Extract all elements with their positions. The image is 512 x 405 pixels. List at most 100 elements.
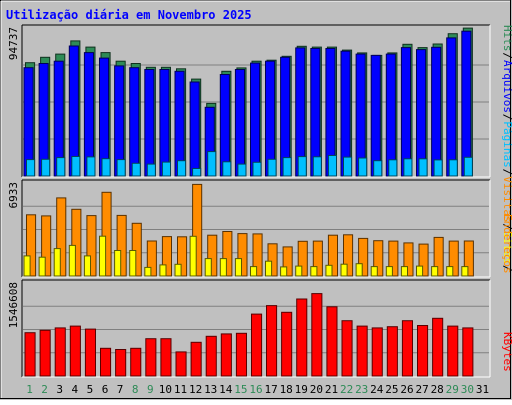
bar-visitas-day-15 <box>237 233 248 277</box>
bar-páginas-day-20 <box>312 156 322 177</box>
bar-visitas-day-3 <box>56 197 67 277</box>
bar-kbytes-day-18 <box>281 311 293 377</box>
legend-label-páginas: Páginas <box>501 121 512 167</box>
x-axis-labels: 1 2 3 4 5 6 7 8 9 10 11 12 13 14 15 16 17 18 19 20 21 22 23 24 2… <box>26 383 489 396</box>
bar-sites-day-17 <box>265 260 273 277</box>
bar-sites-day-27 <box>416 265 424 277</box>
right-legend: Hits/Arquivos/Páginas/Visitas/Sites/Ende… <box>501 25 512 372</box>
bar-sites-day-29 <box>446 266 454 277</box>
bar-páginas-day-9 <box>146 163 156 177</box>
legend-label-visitas: Visitas <box>501 176 512 222</box>
bar-páginas-day-25 <box>388 159 398 177</box>
legend-label-sites: Sites <box>501 231 512 264</box>
bar-sites-day-30 <box>461 266 469 277</box>
bar-páginas-day-22 <box>343 156 353 177</box>
bar-kbytes-day-16 <box>251 313 263 377</box>
bar-arquivos-day-9 <box>144 69 155 177</box>
bar-sites-day-9 <box>144 266 152 277</box>
x-tick-label: 1 <box>26 383 33 396</box>
legend-label-kbytes: KBytes <box>501 332 512 372</box>
bar-sites-day-22 <box>340 263 348 277</box>
x-tick-label: 10 <box>159 383 172 396</box>
bar-arquivos-day-10 <box>159 69 170 177</box>
x-tick-label: 5 <box>87 383 94 396</box>
bar-páginas-day-10 <box>161 161 171 177</box>
panel-kbytes: 1546608 <box>7 279 491 378</box>
x-tick-label: 14 <box>219 383 233 396</box>
bar-visitas-day-2 <box>41 215 52 277</box>
bar-visitas-day-19 <box>297 240 308 277</box>
bar-páginas-day-4 <box>71 156 81 177</box>
x-tick-label: 4 <box>71 383 78 396</box>
bar-arquivos-day-29 <box>446 37 457 177</box>
bar-kbytes-day-17 <box>266 305 278 377</box>
bar-kbytes-day-15 <box>235 332 247 377</box>
x-tick-label: 16 <box>249 383 262 396</box>
bar-sites-day-1 <box>23 255 31 277</box>
bar-páginas-day-30 <box>463 156 473 177</box>
bar-sites-day-3 <box>53 248 61 277</box>
legend-label-arquivos: Arquivos <box>501 60 512 113</box>
bar-sites-day-13 <box>204 258 212 277</box>
bar-arquivos-day-26 <box>400 47 411 177</box>
bar-sites-day-5 <box>83 255 92 277</box>
bar-kbytes-day-5 <box>84 328 97 377</box>
bar-arquivos-day-27 <box>416 49 427 177</box>
bar-sites-day-23 <box>355 263 363 277</box>
bar-kbytes-day-2 <box>39 329 51 377</box>
bar-visitas-day-23 <box>358 237 369 277</box>
bar-kbytes-day-3 <box>54 327 66 377</box>
bar-páginas-day-18 <box>282 157 292 177</box>
bar-páginas-day-5 <box>86 156 96 177</box>
bar-visitas-day-13 <box>207 234 218 277</box>
bar-arquivos-day-15 <box>234 69 245 177</box>
bar-kbytes-day-26 <box>401 320 413 377</box>
x-tick-label: 28 <box>431 383 444 396</box>
bar-páginas-day-13 <box>207 151 217 177</box>
bar-páginas-day-2 <box>41 158 51 177</box>
x-tick-label: 8 <box>132 383 139 396</box>
bar-visitas-day-17 <box>267 243 278 277</box>
chart-panels: 94737 6933 1546608 <box>7 24 491 378</box>
bar-sites-day-15 <box>234 258 242 277</box>
bar-sites-day-28 <box>431 266 439 277</box>
x-tick-label: 19 <box>295 383 308 396</box>
bar-kbytes-day-6 <box>100 347 112 377</box>
bar-sites-day-4 <box>68 244 76 277</box>
bar-visitas-day-21 <box>327 234 338 277</box>
bar-páginas-day-16 <box>252 161 262 177</box>
bar-visitas-day-16 <box>252 233 263 277</box>
bar-páginas-day-21 <box>327 155 337 177</box>
bar-sites-day-19 <box>295 265 303 277</box>
y-max-label: 6933 <box>7 182 20 209</box>
x-tick-label: 26 <box>400 383 413 396</box>
bar-arquivos-day-25 <box>385 53 396 177</box>
bar-kbytes-day-23 <box>356 325 368 377</box>
bar-páginas-day-3 <box>56 157 66 177</box>
bar-sites-day-11 <box>174 263 182 277</box>
bar-sites-day-16 <box>250 266 258 277</box>
x-tick-label: 22 <box>340 383 353 396</box>
bar-páginas-day-23 <box>358 157 368 177</box>
bar-páginas-day-28 <box>433 159 443 177</box>
bar-visitas-day-12 <box>192 183 203 277</box>
bar-kbytes-day-27 <box>417 325 429 377</box>
bar-kbytes-day-14 <box>220 333 232 377</box>
bar-visitas-day-10 <box>161 236 172 277</box>
bar-sites-day-21 <box>325 264 333 277</box>
legend-label-: / <box>501 265 512 272</box>
bar-arquivos-day-14 <box>219 74 230 177</box>
x-tick-label: 11 <box>174 383 187 396</box>
bar-visitas-day-11 <box>177 236 188 277</box>
legend-label-: / <box>501 169 512 176</box>
x-tick-label: 20 <box>310 383 323 396</box>
bar-arquivos-day-28 <box>431 46 442 177</box>
bar-kbytes-day-9 <box>145 338 157 377</box>
bar-páginas-day-7 <box>116 159 126 177</box>
bar-arquivos-day-16 <box>250 62 261 177</box>
bar-visitas-day-24 <box>373 240 384 277</box>
bar-kbytes-day-24 <box>371 327 383 377</box>
bar-visitas-day-25 <box>388 240 399 277</box>
bar-kbytes-day-7 <box>115 349 127 377</box>
